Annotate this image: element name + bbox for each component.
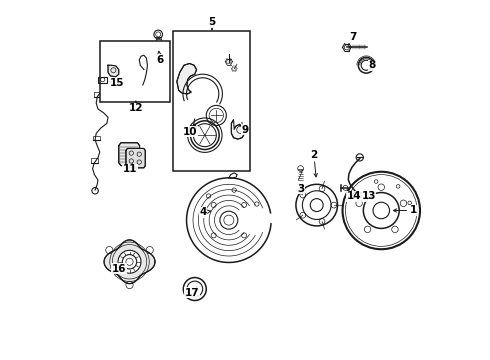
Text: 17: 17 <box>185 288 199 298</box>
Polygon shape <box>119 143 140 166</box>
Text: 10: 10 <box>183 127 197 136</box>
Text: 16: 16 <box>112 264 126 274</box>
Polygon shape <box>126 148 146 168</box>
Polygon shape <box>231 120 245 139</box>
Circle shape <box>118 250 141 273</box>
Bar <box>354 192 361 197</box>
Text: 3: 3 <box>297 184 304 194</box>
Bar <box>98 77 107 83</box>
Text: 12: 12 <box>129 103 144 113</box>
Text: 2: 2 <box>310 150 318 160</box>
Text: 11: 11 <box>123 164 138 174</box>
Bar <box>100 41 170 102</box>
Polygon shape <box>177 63 196 94</box>
Bar <box>172 31 250 171</box>
Polygon shape <box>104 240 155 284</box>
Text: 5: 5 <box>208 17 216 27</box>
Text: 7: 7 <box>349 32 356 41</box>
Text: 6: 6 <box>156 55 164 65</box>
Text: 13: 13 <box>362 191 376 201</box>
Text: 15: 15 <box>109 78 124 88</box>
Text: 9: 9 <box>242 125 248 135</box>
Text: 1: 1 <box>410 206 417 216</box>
Polygon shape <box>108 65 119 77</box>
Text: 4: 4 <box>199 207 207 217</box>
Text: 8: 8 <box>368 60 376 70</box>
Text: 14: 14 <box>346 191 361 201</box>
